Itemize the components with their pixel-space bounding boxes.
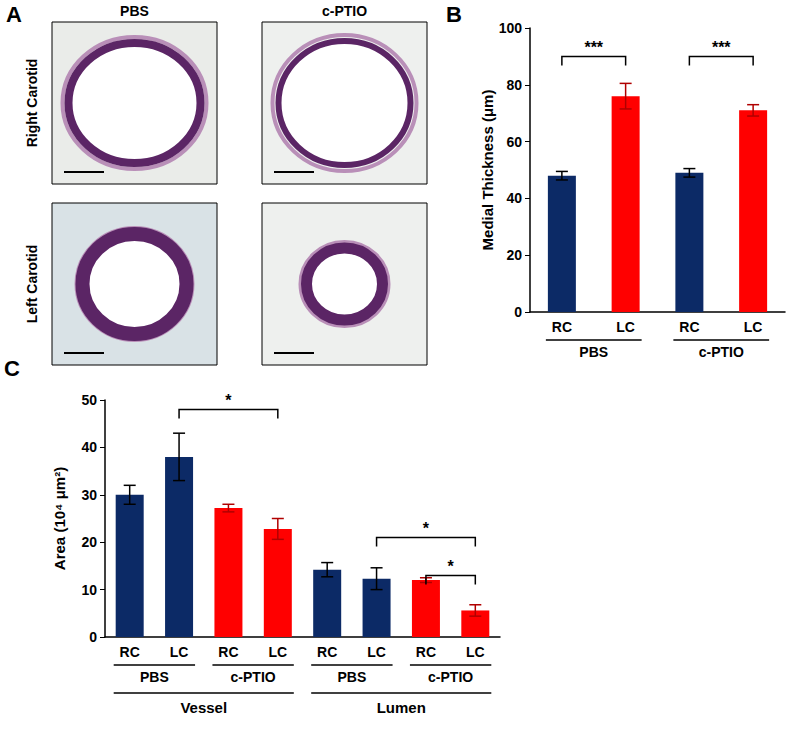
svg-text:RC: RC <box>317 644 337 660</box>
svg-text:Left Carotid: Left Carotid <box>24 245 40 324</box>
svg-text:c-PTIO: c-PTIO <box>231 669 276 685</box>
svg-text:PBS: PBS <box>337 669 366 685</box>
svg-text:LC: LC <box>268 644 287 660</box>
svg-text:LC: LC <box>367 644 386 660</box>
svg-text:c-PTIO: c-PTIO <box>699 344 744 360</box>
svg-text:Vessel: Vessel <box>180 699 227 716</box>
svg-text:B: B <box>446 2 462 27</box>
svg-text:*: * <box>225 392 232 409</box>
svg-text:20: 20 <box>81 534 97 550</box>
svg-text:***: *** <box>712 39 731 56</box>
svg-text:RC: RC <box>218 644 238 660</box>
svg-text:PBS: PBS <box>579 344 608 360</box>
svg-text:80: 80 <box>506 77 522 93</box>
svg-text:*: * <box>423 520 430 537</box>
svg-text:RC: RC <box>416 644 436 660</box>
svg-text:40: 40 <box>506 190 522 206</box>
svg-text:PBS: PBS <box>140 669 169 685</box>
svg-text:20: 20 <box>506 247 522 263</box>
svg-text:Right Carotid: Right Carotid <box>24 59 40 148</box>
svg-text:*: * <box>448 558 455 575</box>
svg-text:RC: RC <box>120 644 140 660</box>
svg-text:C: C <box>4 356 20 381</box>
svg-text:Area (10⁴ μm²): Area (10⁴ μm²) <box>51 467 68 570</box>
svg-text:0: 0 <box>89 629 97 645</box>
svg-text:PBS: PBS <box>120 3 149 19</box>
svg-text:Lumen: Lumen <box>377 699 426 716</box>
svg-text:RC: RC <box>552 319 572 335</box>
svg-text:60: 60 <box>506 134 522 150</box>
svg-text:RC: RC <box>679 319 699 335</box>
svg-text:LC: LC <box>170 644 189 660</box>
svg-text:30: 30 <box>81 487 97 503</box>
svg-text:50: 50 <box>81 392 97 408</box>
svg-text:Medial Thickness (μm): Medial Thickness (μm) <box>479 90 496 251</box>
svg-text:LC: LC <box>466 644 485 660</box>
svg-text:A: A <box>6 2 22 27</box>
svg-text:LC: LC <box>616 319 635 335</box>
svg-text:40: 40 <box>81 439 97 455</box>
svg-text:100: 100 <box>499 20 523 36</box>
svg-text:***: *** <box>584 39 603 56</box>
svg-text:c-PTIO: c-PTIO <box>322 3 367 19</box>
svg-text:0: 0 <box>514 304 522 320</box>
svg-text:c-PTIO: c-PTIO <box>428 669 473 685</box>
svg-text:LC: LC <box>744 319 763 335</box>
svg-text:10: 10 <box>81 582 97 598</box>
